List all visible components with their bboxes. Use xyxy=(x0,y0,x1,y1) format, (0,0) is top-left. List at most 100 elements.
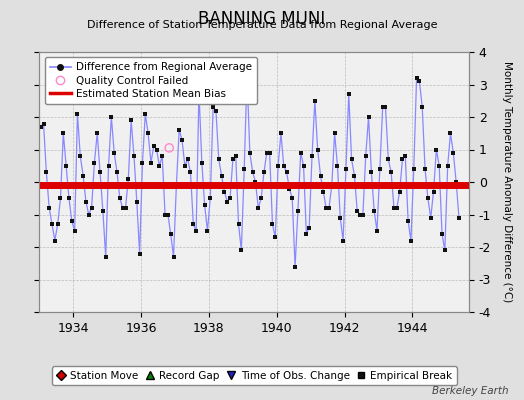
Point xyxy=(163,211,172,218)
Point xyxy=(127,117,135,124)
Point xyxy=(446,130,455,136)
Point xyxy=(99,208,107,214)
Point xyxy=(424,195,432,202)
Point xyxy=(376,166,384,172)
Point xyxy=(325,205,333,211)
Point xyxy=(141,110,149,117)
Point xyxy=(319,188,328,195)
Text: Berkeley Earth: Berkeley Earth xyxy=(432,386,508,396)
Point xyxy=(45,205,53,211)
Text: BANNING MUNI: BANNING MUNI xyxy=(199,10,325,28)
Point xyxy=(203,228,212,234)
Point xyxy=(285,185,293,192)
Point xyxy=(183,156,192,162)
Point xyxy=(198,159,206,166)
Point xyxy=(42,169,50,176)
Point xyxy=(266,150,274,156)
Point xyxy=(209,104,217,110)
Point xyxy=(53,221,62,228)
Point xyxy=(404,218,412,224)
Point xyxy=(107,114,116,120)
Point xyxy=(412,75,421,81)
Point xyxy=(135,250,144,257)
Point xyxy=(291,263,299,270)
Point xyxy=(234,221,243,228)
Point xyxy=(93,130,102,136)
Point xyxy=(84,211,93,218)
Point xyxy=(427,214,435,221)
Point xyxy=(149,143,158,150)
Point xyxy=(189,221,198,228)
Point xyxy=(226,195,234,202)
Point xyxy=(79,172,88,179)
Point xyxy=(152,146,161,153)
Point xyxy=(113,169,121,176)
Point xyxy=(364,114,373,120)
Point xyxy=(299,162,308,169)
Point xyxy=(70,228,79,234)
Point xyxy=(384,156,392,162)
Point xyxy=(432,146,441,153)
Point xyxy=(435,162,443,169)
Point xyxy=(347,156,356,162)
Point xyxy=(165,145,173,151)
Point xyxy=(392,205,401,211)
Point xyxy=(73,110,82,117)
Point xyxy=(167,231,175,237)
Point xyxy=(288,195,297,202)
Point xyxy=(305,224,313,231)
Point xyxy=(181,162,189,169)
Point xyxy=(441,247,449,254)
Point xyxy=(240,166,248,172)
Point xyxy=(311,98,319,104)
Point xyxy=(316,172,325,179)
Point xyxy=(362,153,370,159)
Point xyxy=(452,179,461,185)
Point xyxy=(130,153,138,159)
Point xyxy=(381,104,390,110)
Point xyxy=(293,208,302,214)
Point xyxy=(282,169,291,176)
Point xyxy=(96,169,104,176)
Point xyxy=(387,169,395,176)
Point xyxy=(438,231,446,237)
Point xyxy=(195,88,203,94)
Point xyxy=(223,198,232,205)
Point xyxy=(133,198,141,205)
Point xyxy=(333,162,342,169)
Point xyxy=(455,214,463,221)
Point xyxy=(110,150,118,156)
Point xyxy=(102,254,110,260)
Point xyxy=(401,153,409,159)
Point xyxy=(206,195,214,202)
Point xyxy=(51,237,59,244)
Point xyxy=(449,150,457,156)
Point xyxy=(410,166,418,172)
Legend: Station Move, Record Gap, Time of Obs. Change, Empirical Break: Station Move, Record Gap, Time of Obs. C… xyxy=(51,366,457,385)
Point xyxy=(350,172,358,179)
Point xyxy=(220,188,228,195)
Point xyxy=(331,130,339,136)
Point xyxy=(192,228,200,234)
Point xyxy=(336,214,344,221)
Point xyxy=(90,159,99,166)
Point xyxy=(138,159,147,166)
Point xyxy=(104,162,113,169)
Point xyxy=(62,162,70,169)
Point xyxy=(339,237,347,244)
Point xyxy=(342,166,350,172)
Point xyxy=(429,188,438,195)
Point xyxy=(257,195,265,202)
Point xyxy=(322,205,330,211)
Point xyxy=(172,182,181,188)
Point xyxy=(178,136,186,143)
Point xyxy=(297,150,305,156)
Point xyxy=(308,153,316,159)
Point xyxy=(246,150,254,156)
Point xyxy=(37,124,45,130)
Point xyxy=(274,162,282,169)
Point xyxy=(212,107,220,114)
Point xyxy=(367,169,376,176)
Point xyxy=(421,166,429,172)
Point xyxy=(88,205,96,211)
